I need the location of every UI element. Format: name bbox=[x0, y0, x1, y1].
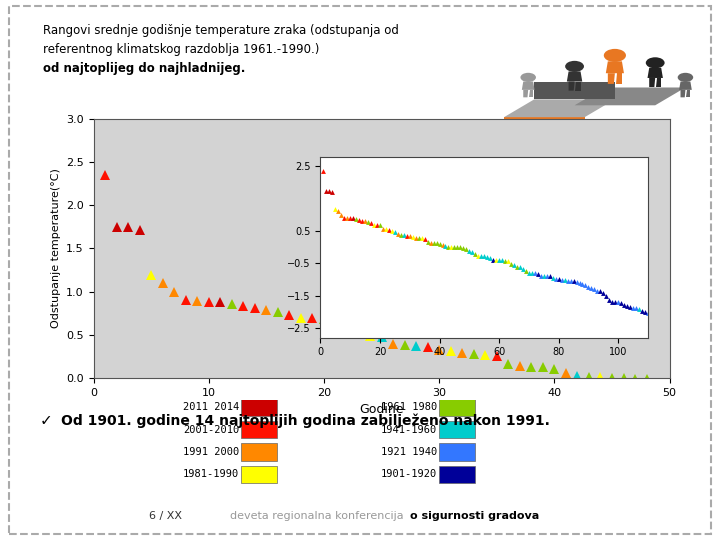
Polygon shape bbox=[504, 117, 585, 135]
Polygon shape bbox=[567, 71, 582, 82]
Y-axis label: Odstupanje temperature(°C): Odstupanje temperature(°C) bbox=[50, 168, 60, 328]
X-axis label: Godine: Godine bbox=[359, 403, 404, 416]
Text: 2011 2014: 2011 2014 bbox=[183, 402, 239, 413]
Polygon shape bbox=[649, 78, 655, 87]
Polygon shape bbox=[656, 78, 661, 87]
Circle shape bbox=[678, 73, 693, 82]
Text: o sigurnosti gradova: o sigurnosti gradova bbox=[410, 511, 540, 521]
Circle shape bbox=[646, 57, 665, 69]
Bar bbox=[439, 465, 475, 483]
Polygon shape bbox=[575, 82, 580, 91]
Polygon shape bbox=[647, 68, 663, 78]
Polygon shape bbox=[606, 62, 624, 73]
Text: od najtoplijeg do najhladnijeg.: od najtoplijeg do najhladnijeg. bbox=[43, 62, 246, 75]
Polygon shape bbox=[522, 82, 534, 90]
Text: 1941-1960: 1941-1960 bbox=[381, 425, 438, 435]
Text: 1901-1920: 1901-1920 bbox=[381, 469, 438, 480]
Bar bbox=[439, 399, 475, 416]
Polygon shape bbox=[679, 82, 692, 90]
Bar bbox=[439, 443, 475, 461]
Bar bbox=[241, 421, 277, 438]
Circle shape bbox=[565, 61, 584, 72]
Polygon shape bbox=[534, 82, 615, 99]
Text: 2001-2010: 2001-2010 bbox=[183, 425, 239, 435]
Polygon shape bbox=[608, 73, 615, 84]
Polygon shape bbox=[616, 73, 622, 84]
Polygon shape bbox=[523, 90, 528, 97]
Text: Od 1901. godine 14 najtoplijih godina zabilježeno nakon 1991.: Od 1901. godine 14 najtoplijih godina za… bbox=[61, 413, 550, 428]
Text: 1981-1990: 1981-1990 bbox=[183, 469, 239, 480]
Polygon shape bbox=[569, 82, 575, 91]
Bar bbox=[241, 399, 277, 416]
Circle shape bbox=[521, 73, 536, 82]
Polygon shape bbox=[575, 87, 685, 105]
Bar bbox=[439, 421, 475, 438]
Text: Rangovi srednje godišnje temperature zraka (odstupanja od: Rangovi srednje godišnje temperature zra… bbox=[43, 24, 399, 37]
Text: 1991 2000: 1991 2000 bbox=[183, 447, 239, 457]
Text: 1961 1980: 1961 1980 bbox=[381, 402, 438, 413]
Bar bbox=[241, 443, 277, 461]
Polygon shape bbox=[686, 90, 690, 97]
Text: referentnog klimatskog razdoblja 1961.-1990.): referentnog klimatskog razdoblja 1961.-1… bbox=[43, 43, 320, 56]
Bar bbox=[241, 465, 277, 483]
Circle shape bbox=[604, 49, 626, 62]
Text: ✓: ✓ bbox=[40, 413, 53, 428]
Polygon shape bbox=[529, 90, 533, 97]
Text: 6 / XX: 6 / XX bbox=[149, 511, 182, 521]
Text: deveta regionalna konferencija: deveta regionalna konferencija bbox=[230, 511, 410, 521]
Polygon shape bbox=[680, 90, 685, 97]
Text: 1921 1940: 1921 1940 bbox=[381, 447, 438, 457]
Polygon shape bbox=[504, 99, 615, 117]
